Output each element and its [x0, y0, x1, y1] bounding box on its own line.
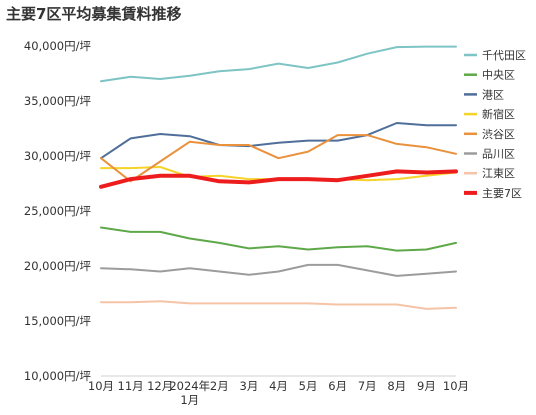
series-line-港区: [100, 122, 457, 160]
legend-label: 品川区: [482, 148, 515, 161]
y-tick-label: 20,000円/坪: [24, 259, 92, 273]
x-tick-label: 10月: [88, 379, 114, 393]
legend-label: 江東区: [482, 167, 515, 180]
y-tick-label: 10,000円/坪: [24, 369, 92, 383]
legend-label: 千代田区: [482, 49, 526, 62]
x-tick-label: 2月: [210, 379, 229, 393]
x-tick-label: 9月: [417, 379, 436, 393]
legend-label: 中央区: [482, 69, 515, 82]
x-tick-label: 12月: [147, 379, 173, 393]
series-line-主要7区: [99, 169, 458, 189]
series-line-品川区: [100, 263, 457, 277]
y-tick-label: 25,000円/坪: [24, 204, 92, 218]
chart-title: 主要7区平均募集賃料推移: [6, 5, 182, 23]
y-tick-label: 40,000円/坪: [24, 39, 92, 53]
legend-label: 新宿区: [482, 107, 515, 121]
x-tick-label: 7月: [358, 379, 377, 393]
series-line-千代田区: [100, 45, 457, 83]
y-tick-label: 15,000円/坪: [24, 314, 92, 328]
legend-label: 港区: [482, 88, 504, 101]
x-tick-label: 2024年: [169, 379, 210, 393]
series-line-渋谷区: [100, 134, 457, 183]
y-tick-label: 30,000円/坪: [24, 149, 92, 163]
x-tick-label: 11月: [118, 379, 144, 393]
series-lines: [99, 45, 458, 310]
x-tick-label: 4月: [269, 379, 288, 393]
axes: 10,000円/坪 15,000円/坪 20,000円/坪 25,000円/坪 30,0…: [24, 39, 469, 407]
x-tick-label: 8月: [387, 379, 406, 393]
series-line-江東区: [100, 300, 457, 310]
x-tick-label: 10月: [443, 379, 469, 393]
x-tick-label: 3月: [240, 379, 259, 393]
series-line-中央区: [100, 226, 457, 252]
x-tick-label: 5月: [299, 379, 318, 393]
legend-label: 渋谷区: [482, 128, 515, 141]
legend-label: 主要7区: [482, 187, 522, 200]
x-tick-label: 6月: [328, 379, 347, 393]
y-tick-label: 35,000円/坪: [24, 94, 92, 108]
x-tick-label: 1月: [180, 393, 199, 407]
